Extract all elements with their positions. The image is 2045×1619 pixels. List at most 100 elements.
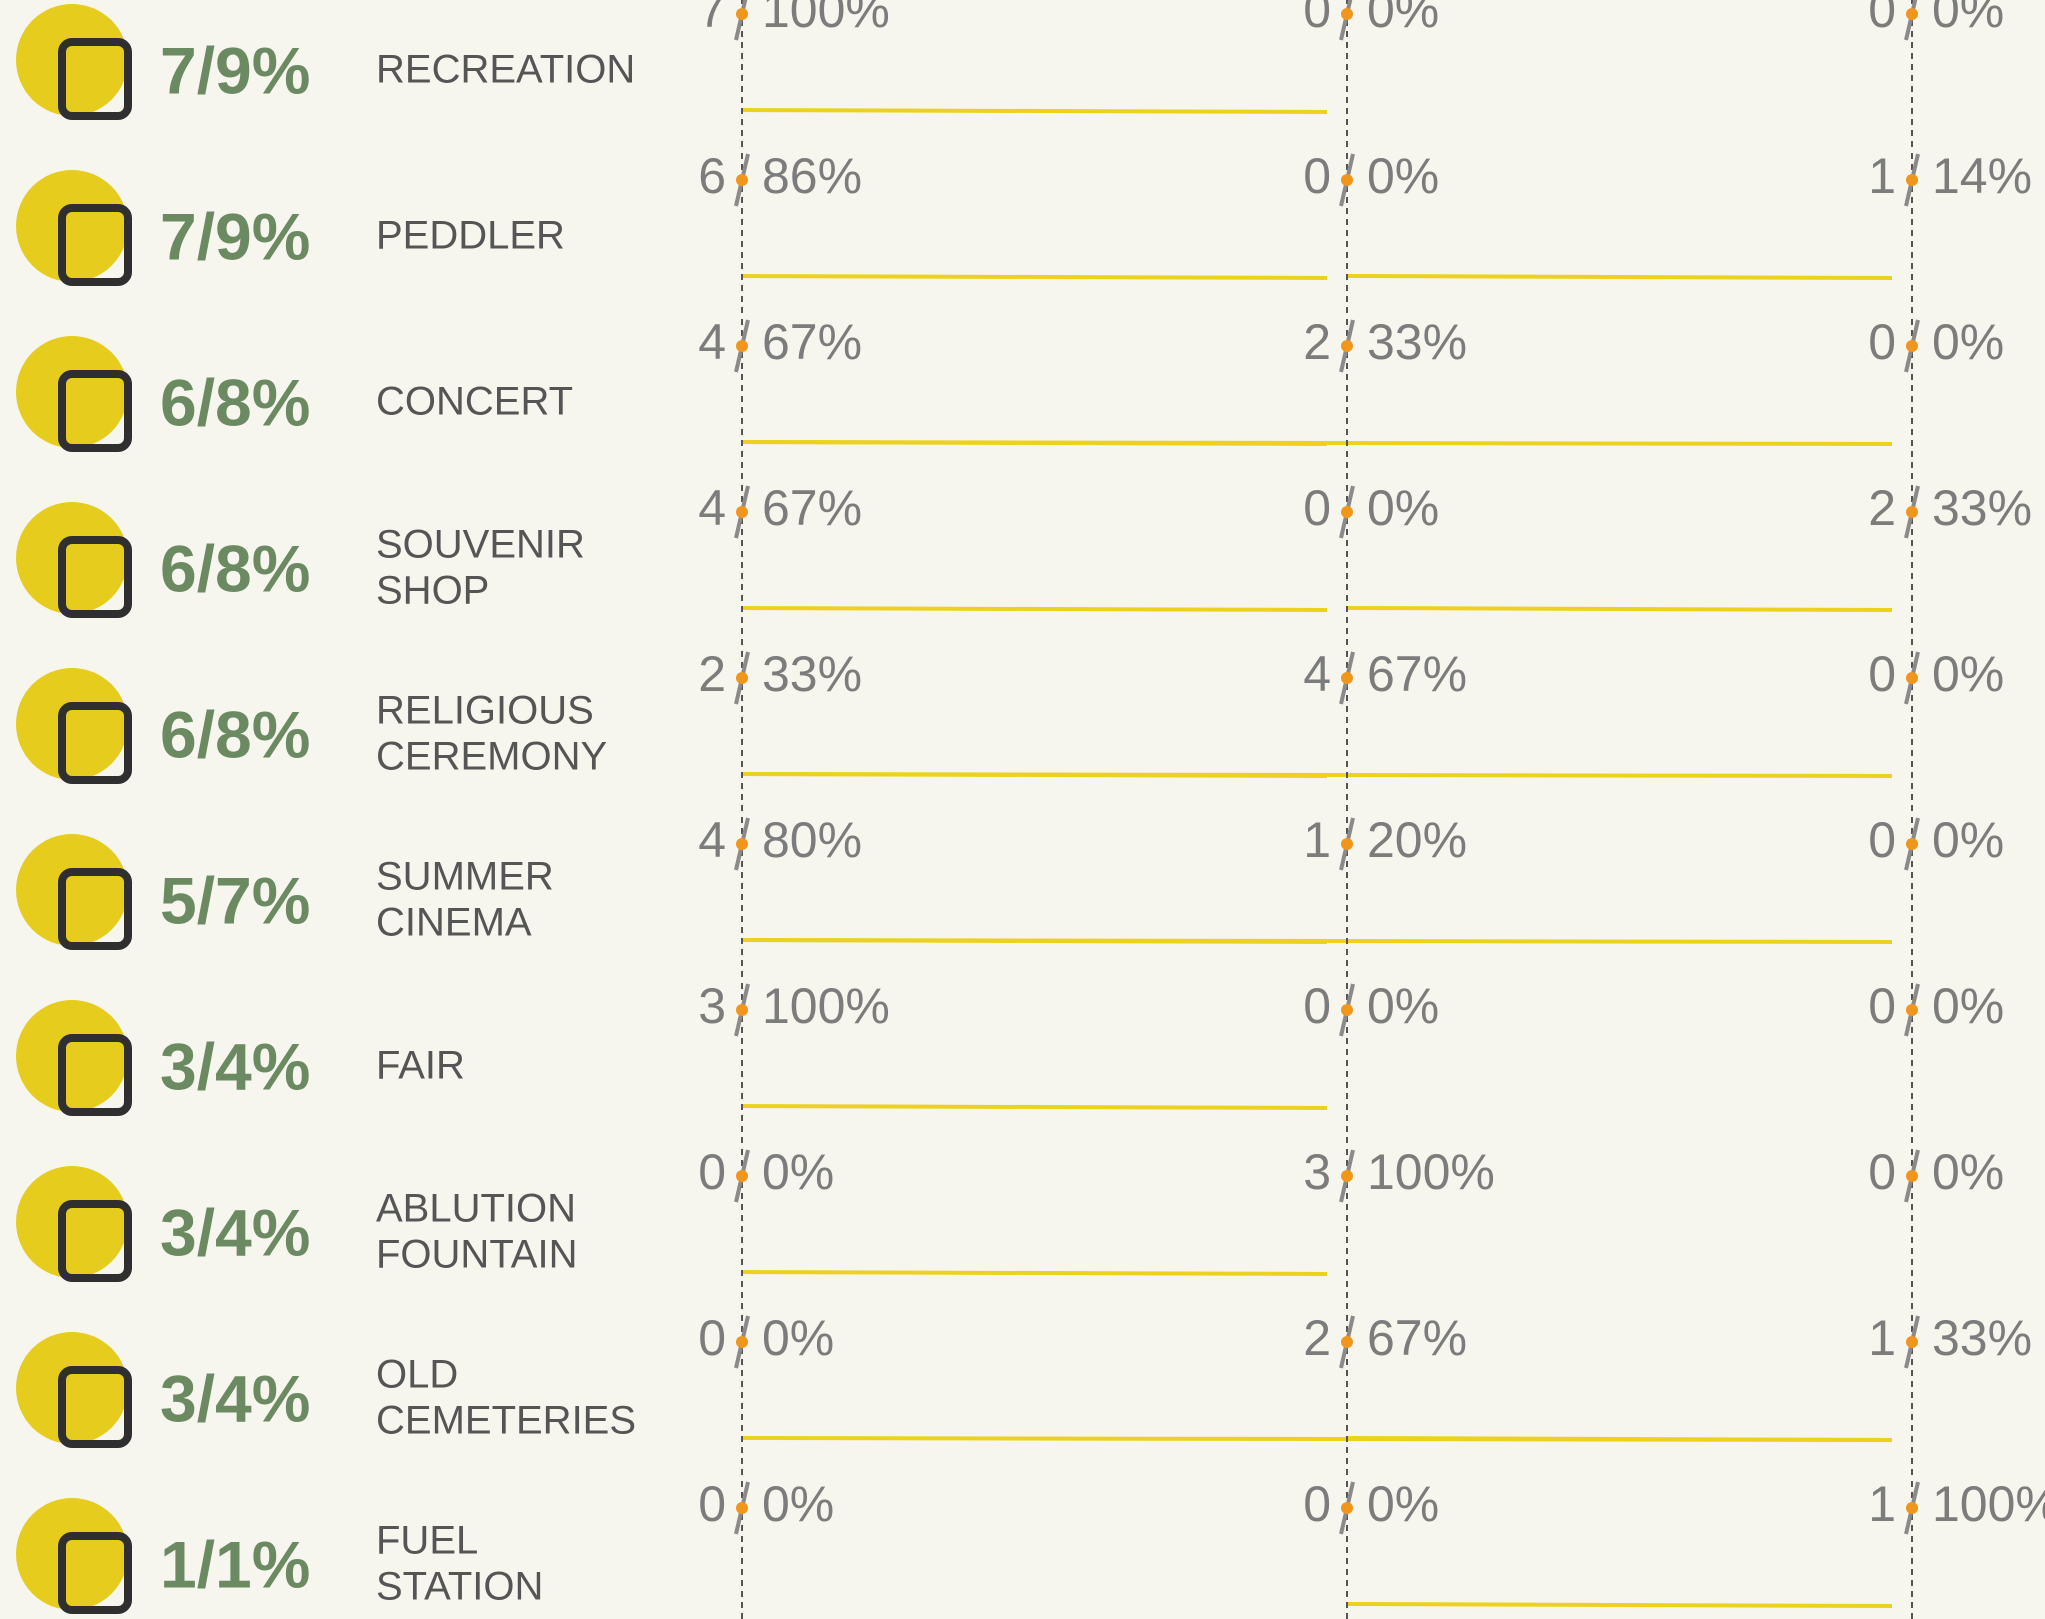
orange-dot	[736, 1336, 748, 1348]
icon-glyph	[58, 1200, 132, 1282]
connector-line	[1346, 274, 1893, 280]
percent-label: 67%	[1367, 1310, 1467, 1366]
count-label: 1	[1868, 148, 1896, 204]
icon-circle	[16, 4, 128, 116]
orange-dot	[1906, 838, 1918, 850]
share-label: 6/8%	[160, 531, 310, 605]
share-label: 1/1%	[160, 1527, 310, 1601]
category-name: SOUVENIR	[376, 523, 585, 567]
percent-label: 0%	[1932, 978, 2004, 1034]
orange-dot	[1341, 340, 1353, 352]
icon-circle	[16, 336, 128, 448]
share-label: 3/4%	[160, 1029, 310, 1103]
count-label: 0	[698, 1310, 726, 1366]
share-label: 6/8%	[160, 365, 310, 439]
icon-glyph	[58, 1034, 132, 1116]
icon-glyph	[58, 868, 132, 950]
category-name: RECREATION	[376, 48, 635, 92]
connector-line	[1346, 1602, 1893, 1608]
percent-label: 67%	[762, 314, 862, 370]
orange-dot	[1906, 506, 1918, 518]
percent-label: 0%	[1367, 978, 1439, 1034]
count-label: 4	[698, 480, 726, 536]
icon-glyph	[58, 1532, 132, 1614]
icon-circle	[16, 1166, 128, 1278]
orange-dot	[736, 672, 748, 684]
orange-dot	[1341, 1336, 1353, 1348]
count-label: 6	[698, 148, 726, 204]
orange-dot	[736, 340, 748, 352]
orange-dot	[1906, 1004, 1918, 1016]
count-label: 0	[1868, 0, 1896, 38]
percent-label: 0%	[1932, 1144, 2004, 1200]
orange-dot	[1341, 1004, 1353, 1016]
category-name: SUMMER	[376, 855, 554, 899]
orange-dot	[1906, 1170, 1918, 1182]
icon-circle	[16, 834, 128, 946]
count-label: 0	[1868, 314, 1896, 370]
icon-glyph	[58, 1366, 132, 1448]
category-name: FAIR	[376, 1044, 465, 1088]
count-label: 0	[1303, 1476, 1331, 1532]
percent-label: 86%	[762, 148, 862, 204]
connector-line	[741, 1104, 1328, 1110]
icon-circle	[16, 668, 128, 780]
count-label: 3	[698, 978, 726, 1034]
icon-glyph	[58, 38, 132, 120]
percent-label: 33%	[1367, 314, 1467, 370]
percent-label: 0%	[1367, 1476, 1439, 1532]
category-name: ABLUTION	[376, 1187, 576, 1231]
orange-dot	[1341, 506, 1353, 518]
connector-line	[741, 772, 1893, 778]
connector-line	[741, 938, 1893, 944]
percent-label: 0%	[1932, 0, 2004, 38]
share-label: 3/4%	[160, 1195, 310, 1269]
icon-glyph	[58, 702, 132, 784]
percent-label: 100%	[1367, 1144, 1495, 1200]
percent-label: 100%	[762, 978, 890, 1034]
icon-circle	[16, 170, 128, 282]
percent-label: 100%	[762, 0, 890, 38]
count-label: 2	[1868, 480, 1896, 536]
category-name: CEREMONY	[376, 735, 607, 779]
connector-line	[741, 440, 1893, 446]
orange-dot	[736, 1170, 748, 1182]
percent-label: 33%	[1932, 480, 2032, 536]
share-label: 7/9%	[160, 199, 310, 273]
share-label: 6/8%	[160, 697, 310, 771]
category-name: FUEL	[376, 1519, 478, 1563]
orange-dot	[1341, 838, 1353, 850]
connector-line	[1346, 606, 1893, 612]
category-name: CONCERT	[376, 380, 573, 424]
category-name: OLD	[376, 1353, 458, 1397]
icon-glyph	[58, 536, 132, 618]
percent-label: 0%	[1367, 0, 1439, 38]
category-name: CEMETERIES	[376, 1399, 636, 1443]
category-name: FOUNTAIN	[376, 1233, 577, 1277]
orange-dot	[1341, 8, 1353, 20]
category-name: SHOP	[376, 569, 489, 613]
percent-label: 0%	[1367, 480, 1439, 536]
orange-dot	[736, 506, 748, 518]
count-label: 2	[1303, 1310, 1331, 1366]
share-label: 7/9%	[160, 33, 310, 107]
orange-dot	[1341, 1502, 1353, 1514]
count-label: 0	[1868, 646, 1896, 702]
percent-label: 67%	[762, 480, 862, 536]
count-label: 3	[1303, 1144, 1331, 1200]
count-label: 7	[698, 0, 726, 38]
icon-circle	[16, 502, 128, 614]
count-label: 1	[1303, 812, 1331, 868]
count-label: 0	[1868, 978, 1896, 1034]
share-label: 5/7%	[160, 863, 310, 937]
category-name: RELIGIOUS	[376, 689, 594, 733]
percent-label: 0%	[762, 1144, 834, 1200]
orange-dot	[1341, 672, 1353, 684]
orange-dot	[1341, 1170, 1353, 1182]
category-name: PEDDLER	[376, 214, 565, 258]
category-name: STATION	[376, 1565, 543, 1609]
count-label: 1	[1868, 1476, 1896, 1532]
percent-label: 0%	[1367, 148, 1439, 204]
percent-label: 33%	[762, 646, 862, 702]
